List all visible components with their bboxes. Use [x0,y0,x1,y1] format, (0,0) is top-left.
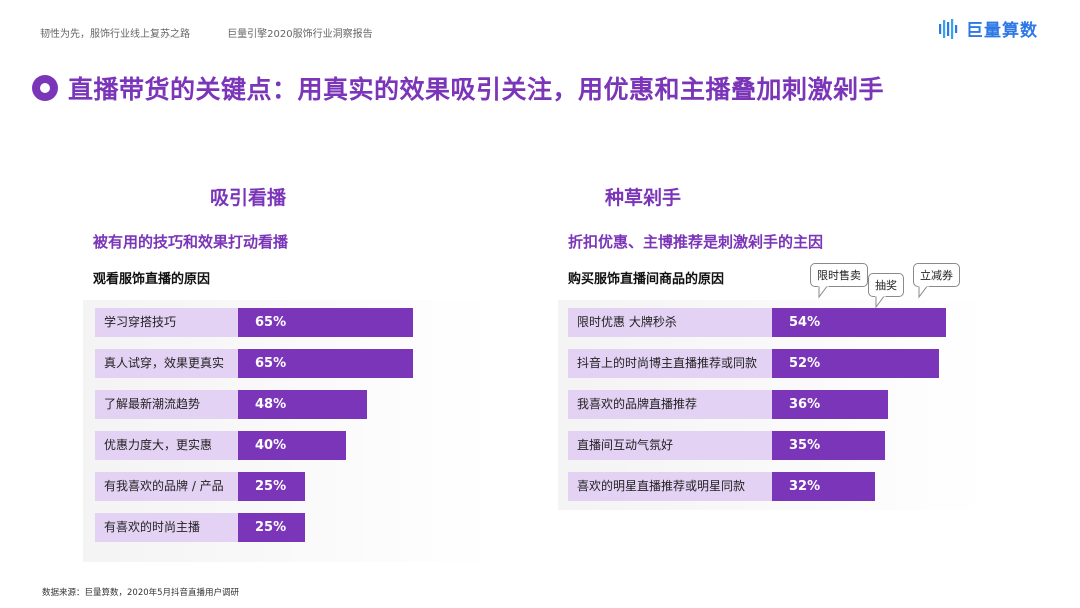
bar: 35% [772,431,885,460]
bar-value-label: 48% [255,397,287,412]
bar-value-label: 65% [255,356,287,371]
bar-value-label: 25% [255,479,287,494]
brand-logo: 巨量算数 [938,16,1038,41]
bubble-coupon: 立减券 [913,263,960,287]
bar-category-label: 有喜欢的时尚主播 [95,513,238,542]
bar: 65% [238,308,413,337]
bar-value-label: 65% [255,315,287,330]
bar-category-label: 喜欢的明星直播推荐或明星同款 [568,472,772,501]
left-panel-subtitle: 被有用的技巧和效果打动看播 [93,233,289,251]
bar: 25% [238,472,306,501]
bubble-limited-sale: 限时售卖 [810,263,868,287]
bar-category-label: 学习穿搭技巧 [95,308,238,337]
right-panel-subtitle: 折扣优惠、主博推荐是刺激剁手的主因 [568,233,824,251]
bar-value-label: 54% [789,315,821,330]
bar: 25% [238,513,306,542]
bar-value-label: 52% [789,356,821,371]
bar: 48% [238,390,368,419]
bar-category-label: 真人试穿，效果更真实 [95,349,238,378]
bar: 32% [772,472,876,501]
brand-name: 巨量算数 [966,21,1038,41]
bubble-tail-icon [818,285,829,299]
bubble-tail-icon [875,295,886,309]
report-tagline: 韧性为先，服饰行业线上复苏之路 [40,29,190,40]
bar: 36% [772,390,888,419]
report-name: 巨量引擎2020服饰行业洞察报告 [227,29,373,40]
bar-category-label: 我喜欢的品牌直播推荐 [568,390,772,419]
bar-category-label: 限时优惠 大牌秒杀 [568,308,772,337]
left-panel-title: 吸引看播 [210,187,287,209]
bubble-lottery: 抽奖 [868,273,904,297]
bar: 52% [772,349,940,378]
left-chart-caption: 观看服饰直播的原因 [93,272,211,287]
right-chart-caption: 购买服饰直播间商品的原因 [568,272,725,287]
bubble-tail-icon [918,285,929,299]
data-source-note: 数据来源：巨量算数，2020年5月抖音直播用户调研 [42,588,240,598]
bar: 40% [238,431,346,460]
bar-category-label: 了解最新潮流趋势 [95,390,238,419]
bar-category-label: 抖音上的时尚博主直播推荐或同款 [568,349,772,378]
bar-value-label: 36% [789,397,821,412]
brand-logo-icon [939,18,958,39]
title-bullet-icon [32,75,58,101]
bar-value-label: 32% [789,479,821,494]
bar: 54% [772,308,946,337]
report-header: 韧性为先，服饰行业线上复苏之路 巨量引擎2020服饰行业洞察报告 [40,25,407,40]
bar-value-label: 40% [255,438,287,453]
bar-value-label: 25% [255,520,287,535]
bar-value-label: 35% [789,438,821,453]
right-panel-title: 种草剁手 [605,187,682,209]
bar: 65% [238,349,413,378]
bar-category-label: 有我喜欢的品牌 / 产品 [95,472,238,501]
page-title: 直播带货的关键点：用真实的效果吸引关注，用优惠和主播叠加刺激剁手 [68,75,885,104]
bar-category-label: 优惠力度大，更实惠 [95,431,238,460]
bar-category-label: 直播间互动气氛好 [568,431,772,460]
page-title-row: 直播带货的关键点：用真实的效果吸引关注，用优惠和主播叠加刺激剁手 [32,70,884,106]
